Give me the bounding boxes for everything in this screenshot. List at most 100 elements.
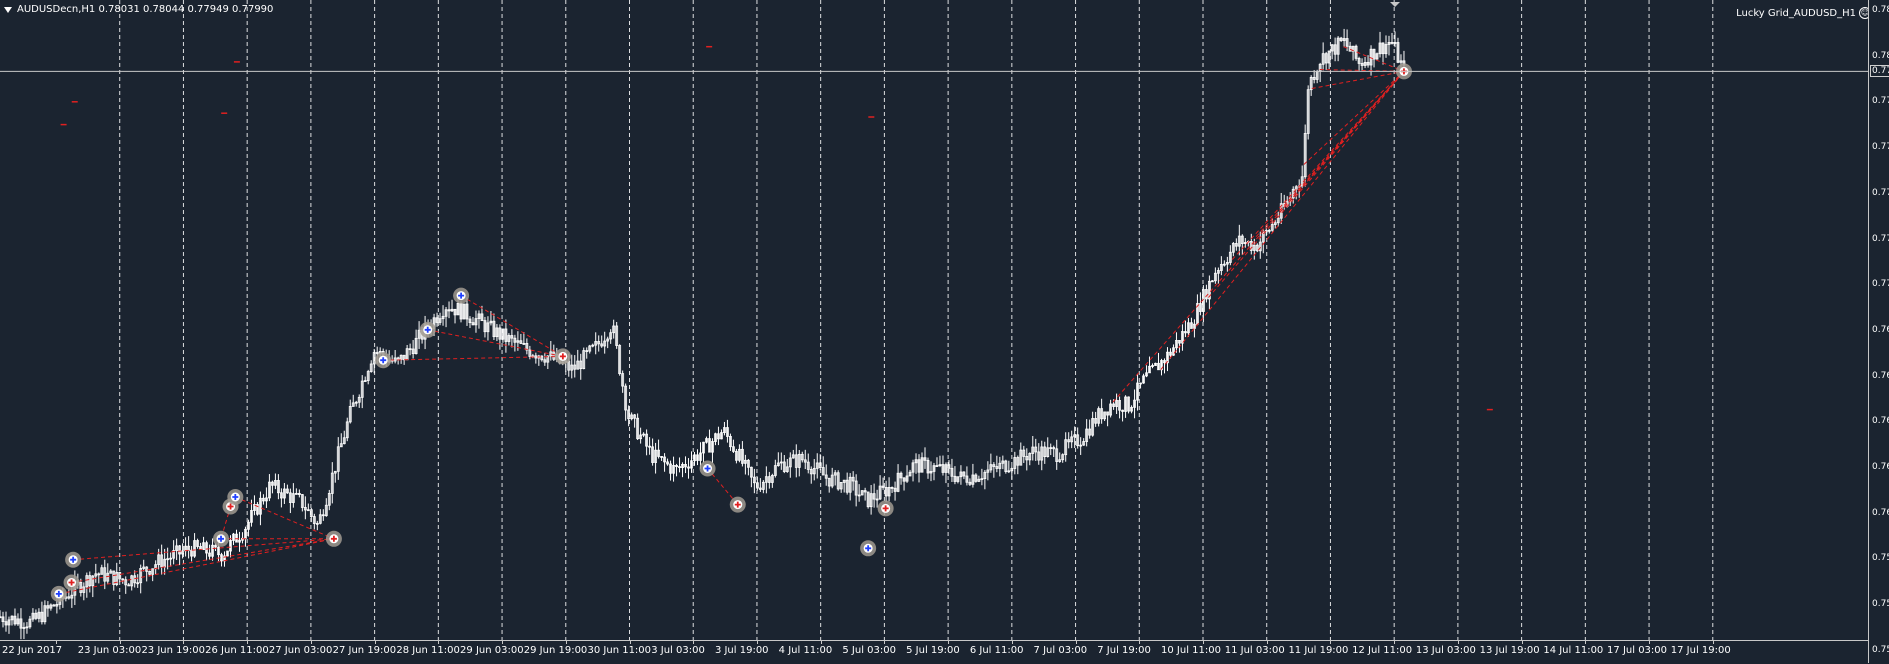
time-tick-mark	[310, 641, 312, 644]
buy-marker[interactable]	[227, 489, 244, 505]
candle-body	[588, 345, 592, 352]
candle-body	[636, 417, 640, 440]
time-label: 13 Jul 03:00	[1415, 645, 1476, 656]
candle-body	[929, 471, 933, 474]
candle-body	[869, 493, 873, 508]
shift-marker-icon[interactable]	[1390, 2, 1400, 7]
candle-body	[1148, 365, 1151, 374]
candle-body	[1088, 428, 1092, 436]
time-tick-mark	[629, 641, 631, 644]
symbol-header[interactable]: AUDUSDecn,H1 0.78031 0.78044 0.77949 0.7…	[4, 4, 273, 15]
candle-body	[1133, 399, 1136, 408]
buy-marker[interactable]	[50, 585, 67, 602]
candle-body	[303, 507, 307, 511]
candle-body	[1324, 53, 1328, 64]
sell-marker[interactable]	[325, 530, 342, 547]
candle-body	[474, 318, 478, 326]
candle-body	[1046, 447, 1050, 458]
candle-body	[1181, 331, 1184, 344]
buy-marker[interactable]	[860, 540, 877, 557]
candle-body	[729, 436, 732, 448]
candle-body	[79, 582, 83, 593]
time-label: 12 Jul 11:00	[1352, 645, 1413, 656]
candle-body	[899, 472, 903, 479]
candle-body	[743, 459, 747, 464]
candle-body	[342, 437, 346, 445]
candle-body	[890, 487, 894, 489]
candle-body	[1190, 322, 1193, 329]
candle-body	[85, 575, 89, 588]
candle-body	[1255, 244, 1259, 252]
buy-marker[interactable]	[213, 530, 230, 547]
candle-body	[941, 464, 945, 473]
buy-marker[interactable]	[65, 551, 82, 568]
candle-body	[672, 465, 675, 474]
time-tick-mark	[1075, 641, 1077, 644]
candle-body	[848, 476, 852, 493]
candle-body	[1136, 382, 1139, 401]
candle-body	[576, 360, 580, 370]
candle-body	[974, 474, 978, 482]
time-axis[interactable]: 22 Jun 2017 23 Jun 03:00 23 Jun 19:00 26 Ju…	[0, 640, 1868, 664]
candle-body	[693, 454, 696, 462]
time-label: 6 Jul 11:00	[969, 645, 1024, 656]
trade-markers	[50, 63, 1412, 602]
candle-body	[1, 616, 5, 623]
candle-body	[648, 445, 651, 448]
candle-body	[1381, 42, 1385, 55]
candle-body	[968, 481, 972, 485]
chevron-down-icon[interactable]	[4, 6, 12, 13]
price-chart[interactable]	[0, 0, 1868, 640]
candle-body	[142, 566, 146, 569]
candle-body	[516, 340, 520, 343]
candle-body	[489, 320, 493, 324]
candle-body	[411, 348, 415, 355]
candle-body	[522, 343, 526, 345]
buy-marker[interactable]	[453, 287, 470, 304]
sell-marker[interactable]	[877, 500, 894, 517]
candle-body	[396, 357, 400, 360]
trade-line	[1303, 71, 1405, 165]
expert-advisor-label[interactable]: Lucky Grid_AUDUSD_H1 ☺	[1736, 7, 1871, 19]
candle-body	[986, 469, 990, 473]
sell-marker[interactable]	[554, 348, 571, 365]
candle-body	[130, 575, 134, 587]
candle-body	[453, 308, 457, 316]
candle-body	[175, 545, 179, 551]
time-tick-mark	[1585, 641, 1587, 644]
price-axis[interactable]: 0.78 0.78 0.77 0.77 0.77 0.77 0.77 0.76 0.76 0.76…	[1868, 0, 1889, 663]
trade-line	[1160, 71, 1405, 371]
candle-body	[1393, 42, 1397, 44]
time-label: 17 Jul 03:00	[1607, 645, 1668, 656]
candle-body	[1151, 365, 1154, 367]
candle-body	[127, 584, 131, 587]
candle-body	[121, 578, 125, 581]
sell-marker[interactable]	[729, 496, 746, 513]
trade-line	[58, 538, 334, 595]
trade-line	[73, 538, 334, 561]
buy-marker[interactable]	[375, 352, 392, 369]
time-label: 3 Jul 19:00	[714, 645, 769, 656]
candle-body	[761, 481, 765, 490]
candle-body	[800, 453, 804, 461]
price-label: 0.75	[1872, 599, 1889, 610]
candle-body	[585, 350, 589, 352]
buy-arrow-icon	[380, 357, 387, 364]
buy-marker[interactable]	[699, 460, 716, 477]
candle-body	[1067, 439, 1071, 443]
candle-body	[579, 360, 583, 370]
candle-body	[1061, 454, 1065, 461]
candle-body	[148, 570, 152, 575]
trade-line	[1279, 71, 1405, 213]
candle-body	[193, 540, 196, 557]
candle-body	[306, 509, 310, 512]
candle-body	[1052, 447, 1056, 450]
sell-marker[interactable]	[63, 574, 80, 591]
candle-body	[507, 335, 511, 342]
candle-body	[238, 539, 241, 543]
time-tick-mark	[119, 641, 121, 644]
price-label: 0.76	[1872, 416, 1889, 427]
candle-body	[214, 544, 217, 548]
buy-marker[interactable]	[419, 321, 436, 338]
